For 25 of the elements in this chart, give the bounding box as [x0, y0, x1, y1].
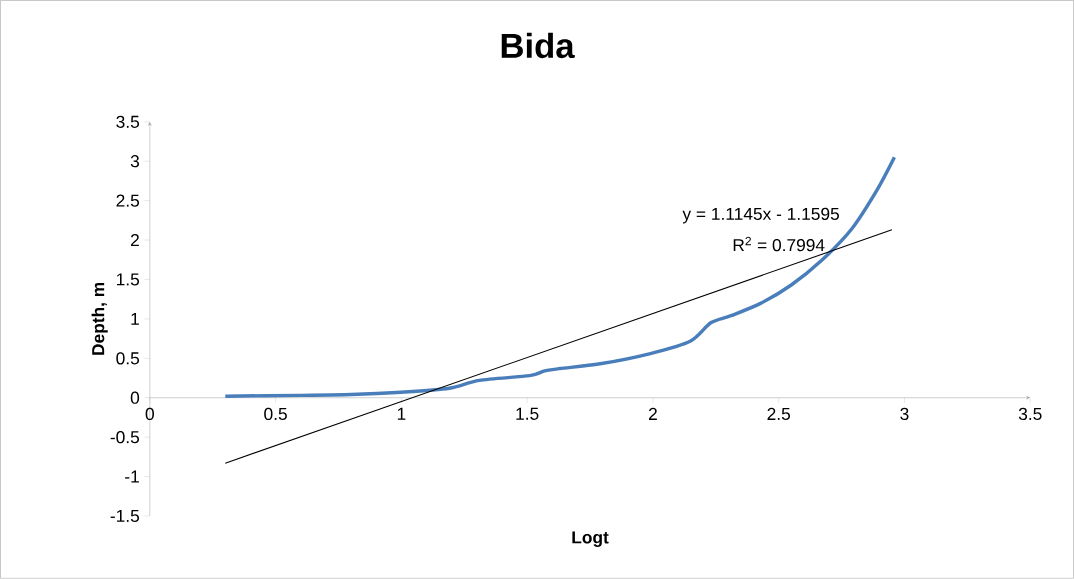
x-tick-label: 0	[145, 407, 154, 421]
y-axis-title: Depth, m	[91, 283, 108, 355]
annotation: y = 1.1145x - 1.1595	[682, 207, 839, 224]
line-series	[223, 155, 897, 399]
x-tick-label: 1	[397, 407, 406, 420]
y-tick-label: 3	[130, 155, 140, 168]
x-tick-label: 2	[648, 407, 657, 421]
y-tick-label: -1	[125, 470, 139, 483]
x-tick-label: 1.5	[516, 407, 539, 420]
y-tick-label: 1.5	[116, 273, 140, 286]
annotation: R$^{2}$ = 0.7994	[733, 236, 825, 252]
x-tick-label: 2.5	[767, 407, 791, 421]
x-tick-label: 0.5	[264, 407, 287, 421]
y-tick-label: 3.5	[116, 115, 140, 129]
y-tick-label: -1.5	[110, 510, 140, 523]
y-tick-label: 2.5	[116, 194, 140, 207]
y-tick-label: 0	[130, 391, 140, 404]
y-tick-label: 2	[131, 234, 139, 247]
chart-title: Bida	[501, 32, 575, 59]
y-tick-label: 1	[131, 313, 139, 325]
x-tick-label: 3	[900, 407, 909, 421]
x-tick-label: 3.5	[1018, 407, 1042, 421]
y-tick-label: -0.5	[110, 431, 140, 444]
x-axis-title: Logt	[572, 531, 609, 548]
y-tick-label: 0.5	[116, 352, 140, 365]
